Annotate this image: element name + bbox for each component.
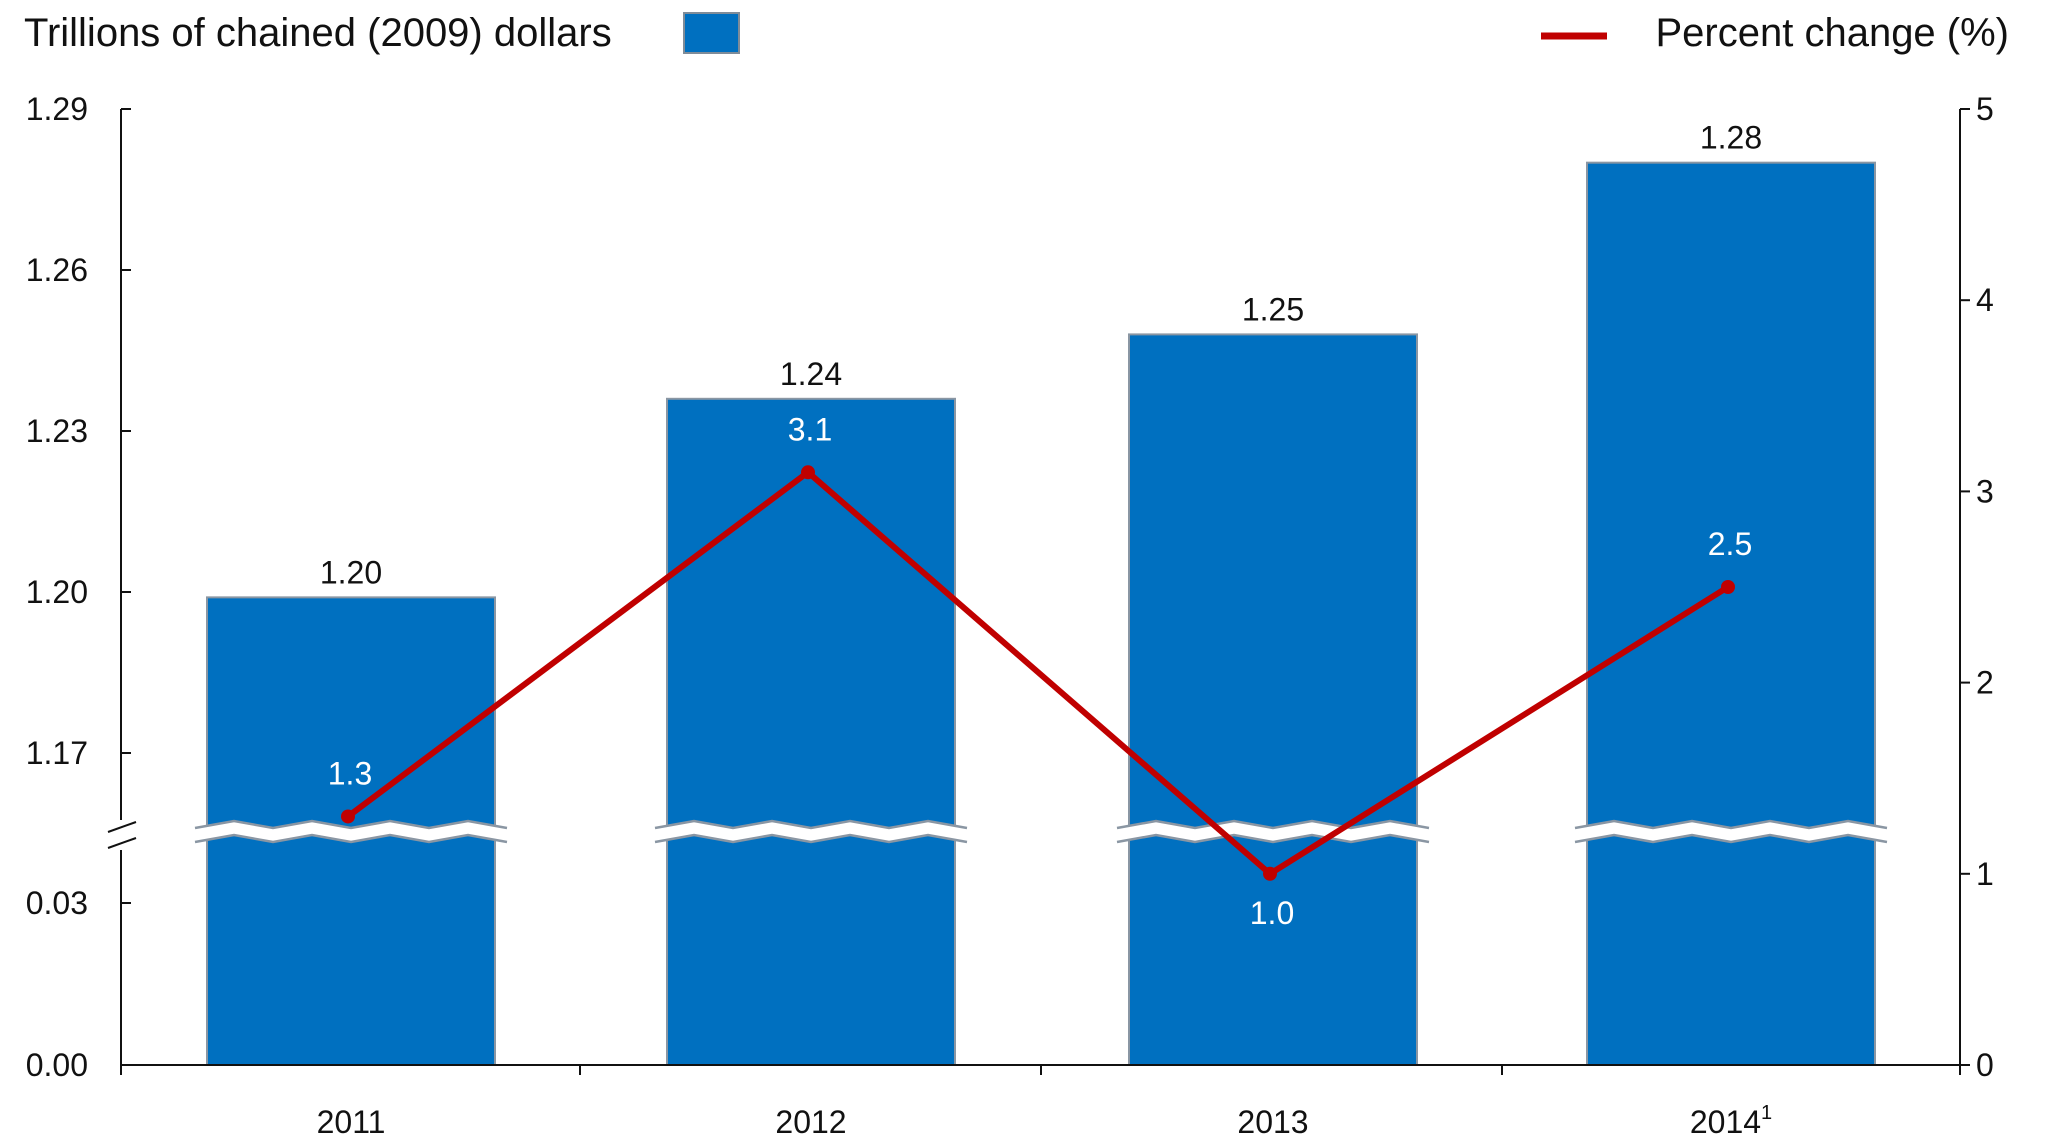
footnote-marker: 1 — [1761, 1102, 1772, 1124]
axis-break-band — [655, 821, 967, 842]
axis-break-band — [1117, 821, 1429, 842]
right-tick-label: 0 — [1976, 1047, 1994, 1083]
axis-break-edge — [194, 833, 508, 844]
legend-bar-label: Trillions of chained (2009) dollars — [24, 11, 612, 55]
percent-change-point-2014 — [1721, 580, 1735, 594]
axis-break-edge — [654, 819, 968, 830]
x-tick-label: 2012 — [775, 1104, 846, 1140]
right-tick-label: 1 — [1976, 856, 1994, 892]
left-tick-label: 1.20 — [26, 574, 88, 610]
axis-break-edge — [1574, 833, 1888, 844]
bar-value-label: 1.24 — [780, 356, 842, 392]
percent-change-point-2012 — [801, 465, 815, 480]
axis-break-edge — [194, 819, 508, 830]
axis-break-edge — [1116, 819, 1430, 830]
percent-change-label: 1.0 — [1250, 895, 1294, 931]
legend-bar-swatch — [683, 12, 740, 54]
axis-break-mark — [107, 837, 137, 849]
right-tick-label: 5 — [1976, 91, 1994, 127]
bar-2014 — [1586, 161, 1876, 1066]
left-tick-label: 0.03 — [26, 885, 88, 921]
bar-value-label: 1.28 — [1700, 120, 1762, 156]
x-tick-label: 20141 — [1690, 1102, 1772, 1140]
percent-change-point-2013 — [1263, 866, 1277, 881]
bar-2013 — [1128, 333, 1418, 1066]
bar-value-label: 1.25 — [1242, 291, 1304, 327]
legend-line-label: Percent change (%) — [1655, 11, 2009, 55]
right-tick-label: 3 — [1976, 473, 1994, 509]
percent-change-point-2011 — [341, 809, 355, 824]
left-tick-label: 0.00 — [26, 1047, 88, 1083]
x-tick-label: 2011 — [317, 1104, 386, 1140]
left-tick-label: 1.17 — [26, 735, 88, 771]
left-tick-label: 1.29 — [26, 91, 88, 127]
right-tick-label: 2 — [1976, 665, 1994, 701]
bar-2012 — [666, 397, 956, 1066]
percent-change-label: 3.1 — [788, 411, 832, 447]
percent-change-label: 1.3 — [328, 755, 372, 791]
axis-break-edge — [1116, 833, 1430, 844]
axis-break-edge — [654, 833, 968, 844]
axis-break-band — [195, 821, 507, 842]
percent-change-line — [346, 468, 1730, 878]
x-tick-label: 2013 — [1237, 1104, 1308, 1140]
right-tick-label: 4 — [1976, 282, 1994, 318]
bar-value-label: 1.20 — [320, 554, 382, 590]
percent-change-label: 2.5 — [1708, 526, 1752, 562]
axis-break-mark — [107, 821, 137, 833]
legend: Trillions of chained (2009) dollars Perc… — [24, 11, 2009, 55]
left-tick-label: 1.26 — [26, 252, 88, 288]
axis-break-edge — [1574, 819, 1888, 830]
axis-break-band — [1575, 821, 1887, 842]
left-tick-label: 1.23 — [26, 413, 88, 449]
